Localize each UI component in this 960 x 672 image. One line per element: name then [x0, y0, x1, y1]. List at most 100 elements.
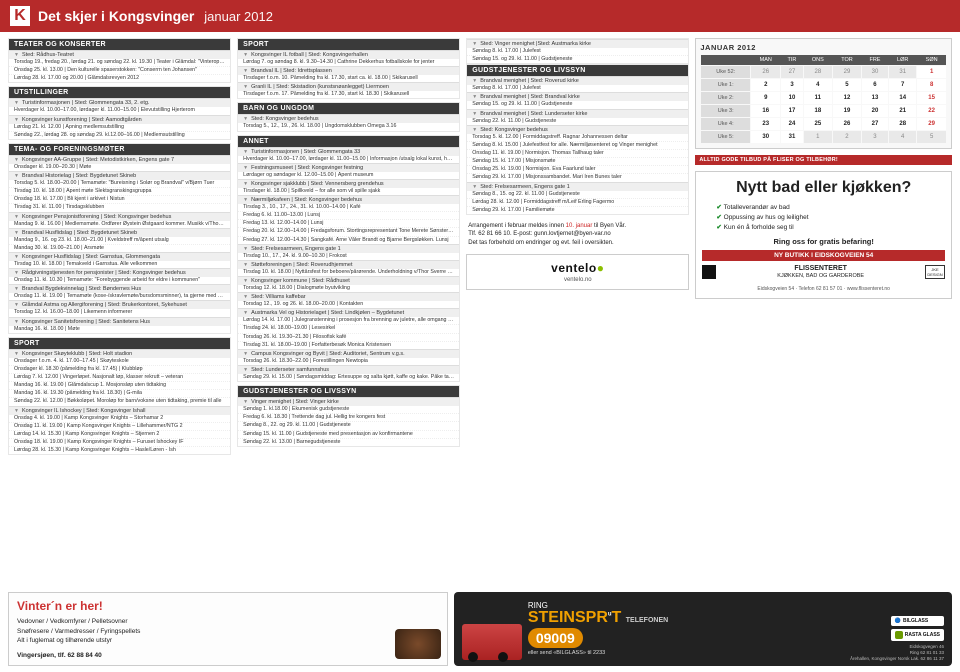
section-title: TEATER OG KONSERTER — [9, 39, 230, 50]
vinter-body: Vedovner / Vedkomfyrer / PelletsovnerSnø… — [17, 617, 439, 646]
event-line: Hverdager kl. 10.00–17.00, lørdager kl. … — [238, 156, 459, 163]
event-line: Onsdager kl. 18.30 (påmelding fra kl. 17… — [9, 365, 230, 373]
venue-row: Sted: Frelsesarmeen, Engens gate 1 — [467, 182, 688, 191]
event-line: Fredag 6. kl. 11.00–13.00 | Lunsj — [238, 211, 459, 219]
flis-logo-icon — [702, 265, 716, 279]
event-line: Hverdager kl. 10.00–17.00, lørdager kl. … — [9, 107, 230, 114]
section-title: SPORT — [238, 39, 459, 50]
event-line: Søndag 8., 22. og 29. kl. 11.00 | Gudstj… — [238, 421, 459, 429]
venue-row: Brandval IL | Sted: Idrettsplassen — [238, 66, 459, 75]
ventelo-ad: ventelo● ventelo.no — [466, 254, 689, 290]
event-line: Torsdag 19., fredag 20., lørdag 21. og s… — [9, 59, 230, 66]
section-title: SPORT — [9, 338, 230, 349]
event-line: Søndag 15. og 29. kl. 11.00 | Gudstjenes… — [467, 55, 688, 63]
steins-number: 09009 — [528, 628, 583, 648]
steins-sub: eller send «BILGLASS» til 2233 — [528, 650, 885, 656]
calendar-table: MANTIRONSTORFRELØRSØNUke 52:262728293031… — [700, 55, 947, 144]
event-line: Mandag 9., 16. og 23. kl. 18.00–21.00 | … — [9, 237, 230, 244]
note-disclaimer: Det tas forbehold om endringer og evt. f… — [468, 240, 613, 246]
page-title: Det skjer i Kongsvinger januar 2012 — [38, 8, 273, 24]
event-line: Tirsdag 10. kl. 18.00 | Åpent møte Slekt… — [9, 187, 230, 195]
event-line: Onsdag 25. kl. 19.00 | Normisjon. Eva Fa… — [467, 165, 688, 173]
event-line: Lørdag 28. kl. 15.30 | Kamp Kongsvinger … — [9, 446, 230, 454]
event-line: Søndag 22. kl. 11.00 | Gudstjeneste — [467, 118, 688, 125]
event-line: Søndag 22. kl. 13.00 | Barnegudstjeneste — [238, 438, 459, 446]
event-line: Mandag 9. kl. 16.00 | Medlemsmøte. Ordfø… — [9, 221, 230, 228]
venue-row: Sted: Villiams kaffebar — [238, 292, 459, 301]
title-text: Det skjer i Kongsvinger — [38, 8, 194, 24]
venue-row: Nærmiljøkafeen | Sted: Kongsvinger bedeh… — [238, 195, 459, 204]
event-line: Tirsdag 10., 17., 24. kl. 9.00–10.30 | F… — [238, 253, 459, 260]
event-line: Onsdager kl. 19.00–20.30 | Møte — [9, 164, 230, 171]
nytt-heading: Nytt bad eller kjøkken? — [702, 180, 945, 197]
jke-logo: JKE DESIGN — [925, 265, 945, 279]
venue-row: Brandval menighet | Sted: Lunderseter ki… — [467, 109, 688, 118]
event-line: Lørdag 7. kl. 12.00 | Vingerløpet. Nasjo… — [9, 373, 230, 381]
event-line: Søndag 8., 15. og 22. kl. 11.00 | Gudstj… — [467, 191, 688, 198]
event-line: Lørdag 21. kl. 12.00 | Åpning medlemsuts… — [9, 124, 230, 131]
venue-row: Brandval menighet | Sted: Roverud kirke — [467, 76, 688, 85]
event-line: Onsdag 4. kl. 19.00 | Kamp Kongsvinger K… — [9, 415, 230, 422]
venue-row: Festningsmuseet | Sted: Kongsvinger fest… — [238, 163, 459, 172]
venue-row: Kongsvinger Sanitetsforening | Sted: San… — [9, 317, 230, 326]
section-title: UTSTILLINGER — [9, 87, 230, 98]
venue-row: Glåmdal Astma og Allergiforening | Sted:… — [9, 300, 230, 309]
title-month: januar 2012 — [204, 9, 273, 24]
event-line: Søndag 29. kl. 15.00 | Søndagsmiddag: Er… — [238, 374, 459, 381]
event-line: Tirsdag 31. kl. 18.00–19.00 | Forfatterb… — [238, 341, 459, 349]
event-line: Lørdag 14. kl. 15.30 | Kamp Kongsvinger … — [9, 430, 230, 438]
vinter-heading: Vinter´n er her! — [17, 599, 439, 613]
flis-addr: Eidskogveien 54 · Telefon 62 81 57 01 · … — [702, 286, 945, 292]
steins-logos: 🔵 BILGLASS RASTA GLASS — [891, 616, 944, 641]
event-line: Onsdag 11. kl. 10.30 | Temamøte: "Foreby… — [9, 277, 230, 284]
venue-row: Turistinformasjonen | Sted: Glommengata … — [9, 98, 230, 107]
steinsprut-ad: RING STEINSPRuT TELEFONEN 09009 eller se… — [454, 592, 952, 666]
event-line: Tirsdag 31. kl. 11.00 | Tirsdagsklubben — [9, 203, 230, 211]
brand-tele: TELEFONEN — [626, 617, 668, 624]
event-line: Søndag 8. kl. 17.00 | Julefest — [467, 85, 688, 92]
bullet-item: Oppussing av hus og leilighet — [716, 213, 945, 221]
note-deadline: 10. januar — [566, 223, 593, 229]
event-line: Lørdag 14. kl. 17.00 | Julegranstenning … — [238, 317, 459, 324]
venue-row: Sted: Kongsvinger bedehus — [238, 114, 459, 123]
section-title: GUDSTJENESTER OG LIVSSYN — [467, 65, 688, 76]
event-line: Lørdager og søndager kl. 12.00–15.00 | Å… — [238, 172, 459, 179]
car-image — [462, 624, 522, 660]
event-line: Torsdag 12. kl. 16.00–18.00 | Likemenn i… — [9, 309, 230, 316]
venue-row: Brandval Historielag | Sted: Bygdetunet … — [9, 171, 230, 180]
event-line: Tirsdager kl. 18.00 | Spillkveld – for a… — [238, 188, 459, 195]
event-line: Onsdag 25. kl. 13.00 | Den kulturelle sp… — [9, 66, 230, 74]
venue-row: Vinger menighet | Sted: Vinger kirke — [238, 397, 459, 406]
steins-addr: Eidskogvegen 46Ring 62 81 01 33Årehallen… — [850, 644, 944, 662]
note-text2: til Byen Vår. — [592, 223, 626, 229]
flis-sub: KJØKKEN, BAD OG GARDEROBE — [777, 273, 864, 279]
event-line: Søndag 8. kl. 15.00 | Julefestfest for a… — [467, 141, 688, 149]
event-line: Søndag 15. kl. 11.00 | Gudstjeneste med … — [238, 430, 459, 438]
venue-row: Kongsvinger kommune | Sted: Rådhuset — [238, 276, 459, 285]
bullet-item: Kun én å forholde seg til — [716, 223, 945, 231]
event-line: Tirsdager f.o.m. 17. Påmelding fra kl. 1… — [238, 91, 459, 98]
event-line: Lørdag 7. og søndag 8. kl. 9.30–14.30 | … — [238, 59, 459, 66]
event-line: Mandag 16. kl. 19.00 | Glåmdalscup 1. Mo… — [9, 381, 230, 389]
column-right: JANUAR 2012 MANTIRONSTORFRELØRSØNUke 52:… — [695, 38, 952, 586]
venue-row: Kongsvinger IL Ishockey | Sted: Kongsvin… — [9, 406, 230, 415]
section-title: GUDSTJENESTER OG LIVSSYN — [238, 386, 459, 397]
event-line: Onsdag 11. kl. 19.00 | Kamp Kongsvinger … — [9, 422, 230, 430]
event-line: Lørdag 28. kl. 12.00 | Formiddagstreff m… — [467, 198, 688, 206]
steins-brand: STEINSPRuT TELEFONEN — [528, 610, 885, 626]
column-1: TEATER OG KONSERTERSted: Rådhus-TeatretT… — [8, 38, 231, 586]
event-line: Fredag 27. kl. 12.00–14.30 | Sangkafé. A… — [238, 236, 459, 244]
venue-row: Granli IL | Sted: Skistadion (kunstsnøan… — [238, 82, 459, 91]
event-line: Søndag 22., lørdag 28. og søndag 29. kl.… — [9, 131, 230, 139]
venue-row: Campus Kongsvinger og Byvit | Sted: Audi… — [238, 349, 459, 358]
nytt-bullets: Totalleverandør av badOppussing av hus o… — [716, 203, 945, 231]
event-line: Søndag 15. kl. 17.00 | Misjonsmøte — [467, 157, 688, 165]
venue-row: Rådgivningstjenesten for pensjonister | … — [9, 268, 230, 277]
event-line: Fredag 6. kl. 18.30 | Trettende dag jul.… — [238, 413, 459, 421]
pellet-image — [395, 629, 441, 659]
ventelo-logo: ventelo● — [473, 261, 682, 275]
event-line: Torsdag 26. kl. 19.30–21.30 | Filosofisk… — [238, 333, 459, 341]
rasta-logo: RASTA GLASS — [891, 629, 944, 641]
note-text: Arrangement i februar meldes innen — [468, 223, 565, 229]
flis-text: FLISSENTERETKJØKKEN, BAD OG GARDEROBE — [720, 265, 921, 280]
